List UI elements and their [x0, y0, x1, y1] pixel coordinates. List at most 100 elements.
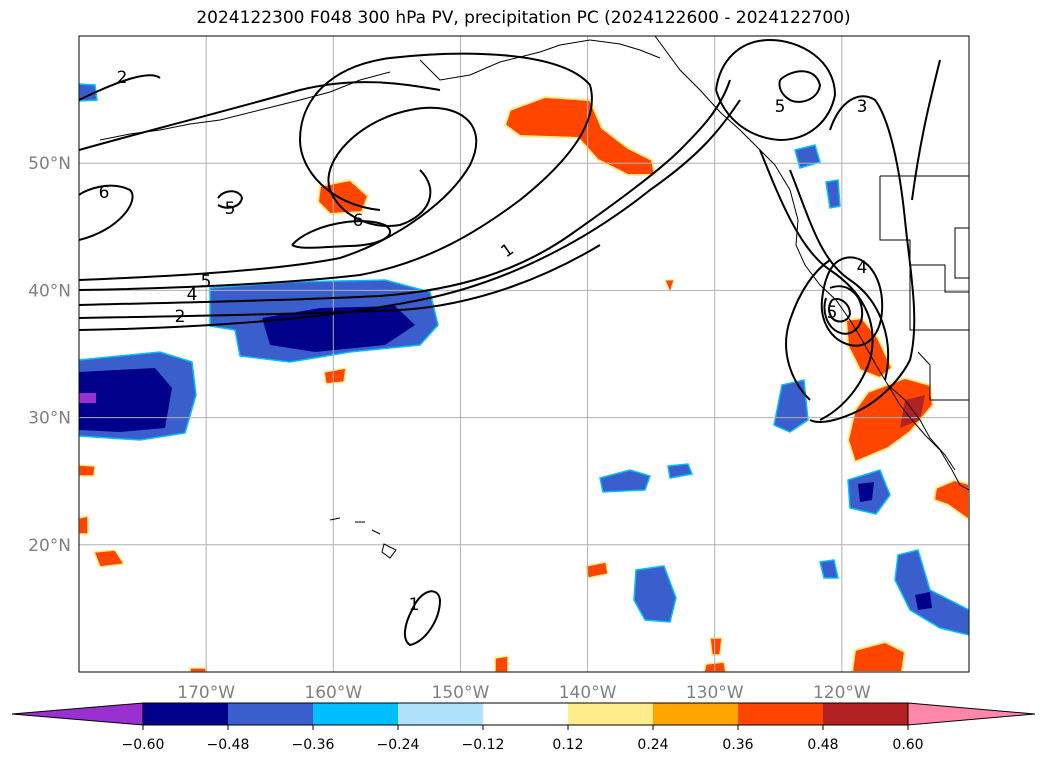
pv-contour [778, 70, 822, 103]
precip-area [900, 395, 925, 428]
colorbar: −0.60 −0.48 −0.36 −0.24 −0.12 0.12 0.24 0.36 0.4… [11, 702, 1036, 753]
gridlines [79, 36, 969, 672]
pv-contour [911, 59, 941, 201]
pv-contour [715, 38, 837, 142]
contour-label: 1 [409, 595, 420, 615]
precip-area [79, 393, 96, 403]
colorbar-tick-label: 0.48 [807, 737, 838, 753]
contour-label: 5 [225, 199, 236, 219]
colorbar-tick-label: −0.60 [122, 737, 165, 753]
lon-tick-label: 160°W [304, 683, 362, 703]
precip-area [819, 559, 839, 579]
precip-area [79, 515, 89, 535]
precip-area [599, 469, 651, 493]
lon-tick-label: 130°W [686, 683, 744, 703]
map-frame [78, 35, 970, 673]
colorbar-tick-label: 0.36 [722, 737, 753, 753]
precip-area [494, 655, 509, 672]
coastline-north-america [654, 36, 969, 491]
pv-contour-labels: 2 6 5 5 4 2 1 6 5 3 4 5 1 [99, 68, 868, 615]
contour-label: 6 [353, 211, 364, 231]
precip-area [323, 367, 347, 385]
lon-tick-label: 140°W [559, 683, 617, 703]
colorbar-tick-label: −0.24 [377, 737, 420, 753]
contour-label: 4 [857, 258, 868, 278]
precip-area [850, 640, 907, 672]
precip-area [189, 667, 207, 672]
colorbar-segment [143, 703, 228, 725]
colorbar-tick-label: −0.36 [292, 737, 335, 753]
colorbar-segment [228, 703, 313, 725]
colorbar-extend-high [907, 702, 1036, 726]
lat-tick-label: 50°N [28, 154, 71, 174]
colorbar-tick-label: 0.12 [552, 737, 583, 753]
lon-tick-label: 120°W [813, 683, 871, 703]
contour-label: 2 [117, 68, 128, 88]
map-area: 2 6 5 5 4 2 1 6 5 3 4 5 1 [79, 36, 969, 672]
pv-contour [809, 95, 916, 423]
contour-label: 2 [175, 307, 186, 327]
pv-contour [823, 285, 864, 335]
pv-contour [828, 298, 852, 323]
colorbar-segment [653, 703, 738, 725]
colorbar-outline [142, 702, 909, 726]
contour-label: 6 [99, 183, 110, 203]
pv-contour [79, 184, 134, 241]
pv-contour [79, 81, 441, 151]
precip-area [794, 144, 821, 169]
pv-contour [404, 590, 442, 647]
precip-area [858, 482, 874, 502]
pv-contour [291, 220, 392, 249]
colorbar-segment [398, 703, 483, 725]
border-box [954, 227, 969, 279]
precip-area [664, 279, 675, 294]
pv-contour [79, 99, 741, 331]
precip-area [894, 549, 969, 636]
contour-label: 4 [187, 285, 198, 305]
pv-contour [785, 259, 831, 401]
precip-area [825, 179, 841, 209]
precip-area [79, 464, 96, 477]
colorbar-segment [738, 703, 823, 725]
contour-label: 5 [201, 272, 212, 292]
colorbar-segment [568, 703, 653, 725]
pv-contour [789, 169, 890, 381]
colorbar-extend-low [11, 702, 144, 726]
precip-area [92, 549, 126, 568]
precip-area [932, 478, 969, 522]
precip-area [709, 637, 723, 656]
pv-contour [79, 74, 161, 101]
colorbar-tick-label: 0.60 [892, 737, 923, 753]
pv-contour [217, 190, 244, 209]
pv-contour [79, 79, 731, 306]
lat-tick-label: 30°N [28, 409, 71, 429]
lon-tick-label: 150°W [432, 683, 490, 703]
coastline-alaska [419, 39, 661, 81]
map-title: 2024122300 F048 300 hPa PV, precipitatio… [196, 8, 851, 28]
pv-contour [79, 106, 478, 281]
longitude-labels: 170°W 160°W 150°W 140°W 130°W 120°W [177, 683, 871, 703]
precip-area [667, 463, 694, 479]
coastline-hawaii [329, 517, 397, 559]
pv-contour [79, 52, 593, 291]
precip-area [79, 368, 172, 432]
colorbar-segment [313, 703, 398, 725]
colorbar-tick-label: 0.24 [637, 737, 668, 753]
pv-contour [820, 256, 884, 347]
colorbar-segment [483, 703, 568, 725]
lon-tick-label: 170°W [177, 683, 235, 703]
lat-tick-label: 20°N [28, 536, 71, 556]
contour-label: 3 [857, 97, 868, 117]
contour-label: 5 [775, 97, 786, 117]
precip-area [633, 565, 677, 623]
precip-area [915, 592, 932, 610]
pv-contours [79, 38, 941, 647]
colorbar-tick-label: −0.12 [462, 737, 505, 753]
precip-area [773, 379, 809, 433]
latitude-labels: 50°N 40°N 30°N 20°N [28, 154, 71, 556]
coastline-baja [887, 384, 956, 471]
lat-tick-label: 40°N [28, 281, 71, 301]
contour-label: 5 [827, 303, 838, 323]
colorbar-tick-label: −0.48 [207, 737, 250, 753]
colorbar-segment [823, 703, 908, 725]
